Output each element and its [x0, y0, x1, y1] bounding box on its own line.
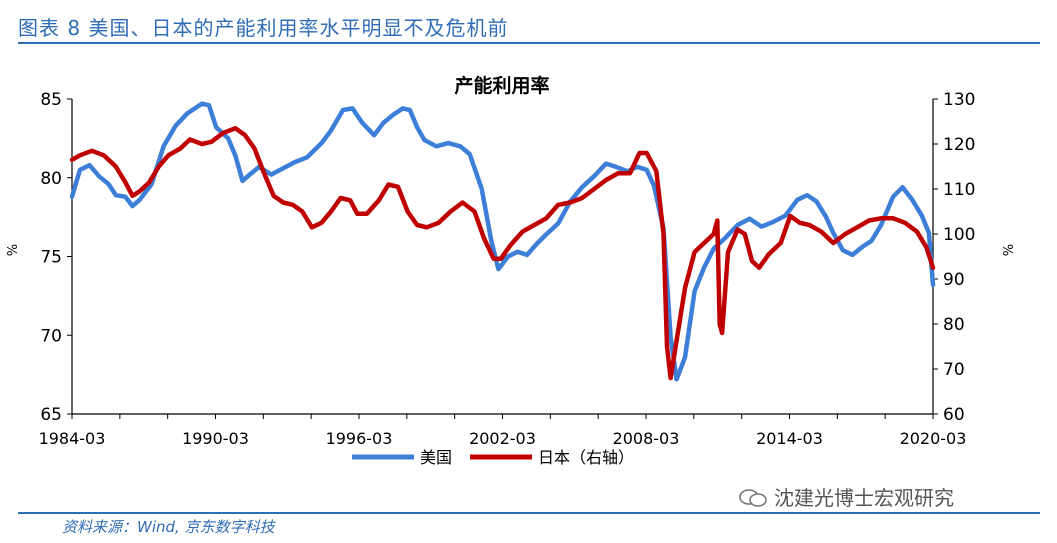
- left-tick-label: 65: [40, 405, 62, 425]
- left-axis-label: %: [3, 244, 18, 256]
- line-chart: 产能利用率 65 70 75 80 85 60 70 80 90 100 110 120 130% % 19…: [3, 74, 1014, 467]
- series-layer: [69, 101, 936, 382]
- series-line: [69, 101, 936, 382]
- legend-label: 美国: [420, 448, 452, 467]
- right-tick-label: 70: [943, 360, 965, 380]
- left-tick-label: 85: [40, 90, 62, 110]
- right-axis-label: %: [999, 244, 1014, 256]
- bottom-divider: [18, 512, 1040, 514]
- x-tick-label: 2008-03: [613, 429, 680, 448]
- x-tick-label: 1996-03: [326, 429, 393, 448]
- x-tick-label: 2020-03: [900, 429, 967, 448]
- right-tick-label: 90: [943, 270, 965, 290]
- chart-title: 产能利用率: [454, 74, 549, 97]
- top-divider: [18, 42, 1040, 44]
- right-tick-label: 60: [943, 405, 965, 425]
- left-tick-label: 80: [40, 169, 62, 189]
- figure-title: 图表 8 美国、日本的产能利用率水平明显不及危机前: [18, 16, 509, 40]
- wechat-icon: [739, 489, 767, 507]
- left-tick-label: 70: [40, 326, 62, 346]
- legend: 美国 日本（右轴）: [352, 448, 634, 467]
- series-line: [69, 126, 936, 381]
- right-tick-label: 120: [943, 135, 975, 155]
- x-tick-label: 1984-03: [39, 429, 106, 448]
- legend-label: 日本（右轴）: [538, 448, 634, 467]
- right-tick-label: 110: [943, 180, 975, 200]
- left-tick-label: 75: [40, 248, 62, 268]
- x-tick-label: 2014-03: [756, 429, 823, 448]
- watermark-text: 沈建光博士宏观研究: [774, 486, 954, 510]
- right-tick-label: 100: [943, 225, 975, 245]
- x-tick-label: 1990-03: [182, 429, 249, 448]
- right-tick-label: 80: [943, 315, 965, 335]
- axes: 65 70 75 80 85 60 70 80 90 100 110 120 130% % 1984-03 1…: [3, 90, 1014, 448]
- right-tick-label: 130: [943, 90, 975, 110]
- watermark: 沈建光博士宏观研究: [738, 482, 954, 511]
- x-tick-label: 2002-03: [469, 429, 536, 448]
- source-note: 资料来源：Wind, 京东数字科技: [62, 518, 275, 536]
